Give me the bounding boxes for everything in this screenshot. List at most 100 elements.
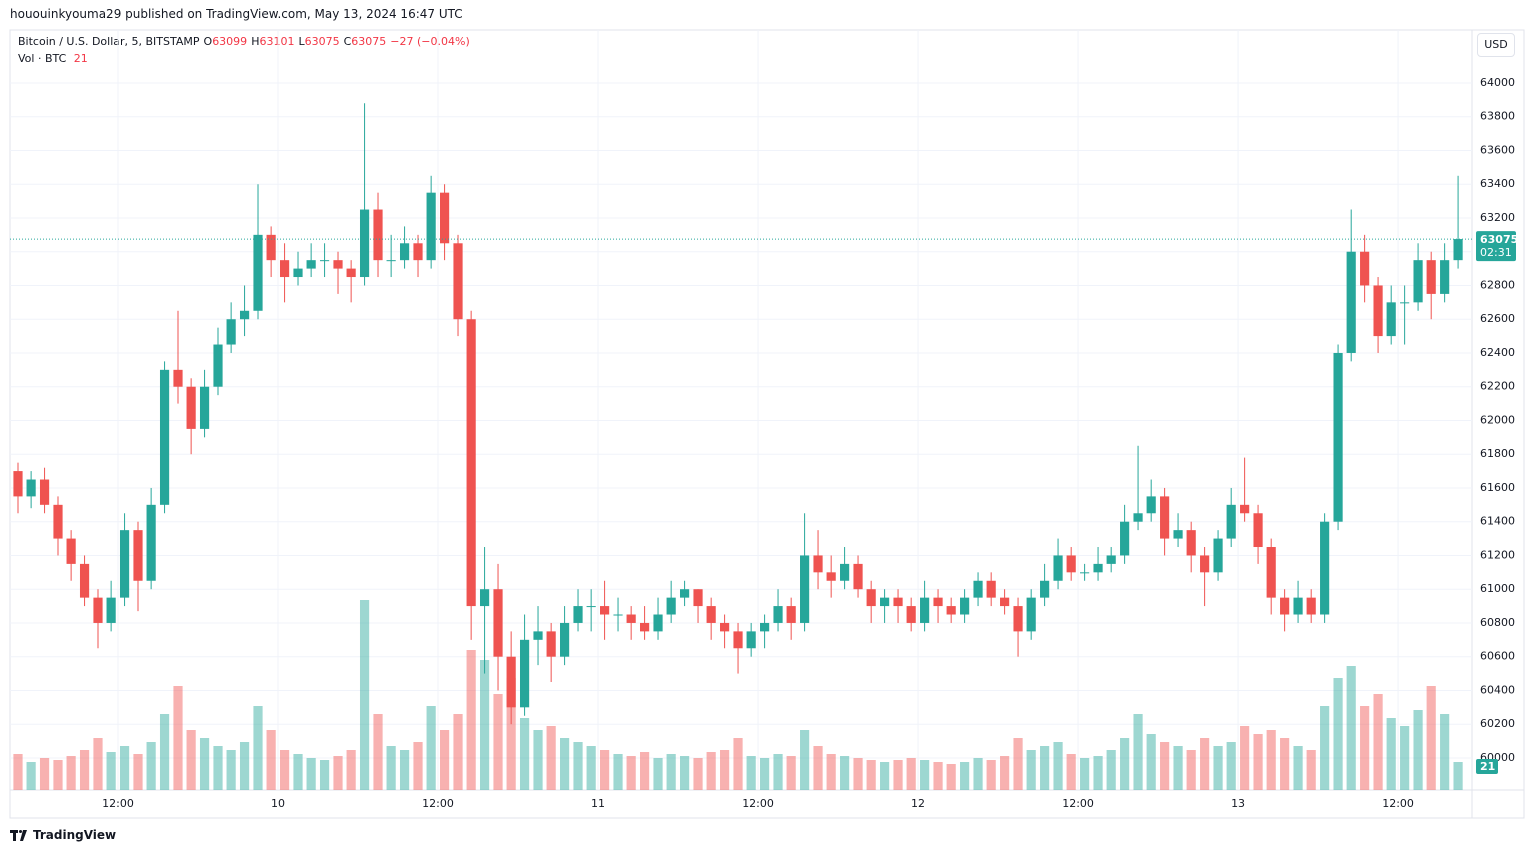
candle-body xyxy=(693,589,703,607)
y-tick-label: 63600 xyxy=(1480,143,1515,156)
x-tick-label: 11 xyxy=(591,797,605,810)
candle-body xyxy=(466,319,476,607)
candle-body xyxy=(1426,260,1436,294)
volume-bar xyxy=(813,746,823,790)
candle-body xyxy=(1346,251,1356,353)
volume-bar xyxy=(693,758,703,790)
candle-body xyxy=(586,606,596,608)
candle-body xyxy=(173,369,183,387)
volume-bar xyxy=(1160,742,1170,790)
candle-body xyxy=(1053,555,1063,581)
volume-bar xyxy=(626,756,636,790)
volume-bar xyxy=(1213,746,1223,790)
volume-bar xyxy=(253,706,263,790)
volume-bar xyxy=(1040,746,1050,790)
y-tick-label: 63400 xyxy=(1480,177,1515,190)
volume-bar xyxy=(946,764,956,790)
volume-value: 21 xyxy=(73,52,88,65)
candle-body xyxy=(1133,513,1143,522)
y-tick-label: 60400 xyxy=(1480,683,1515,696)
volume-bar xyxy=(1280,738,1290,790)
volume-bar xyxy=(1373,694,1383,790)
candle-body xyxy=(133,530,143,581)
y-tick-label: 61800 xyxy=(1480,447,1515,460)
volume-bar xyxy=(1426,686,1436,790)
volume-bar xyxy=(293,754,303,790)
volume-bar xyxy=(1253,734,1263,790)
candle-body xyxy=(946,606,956,615)
candle-body xyxy=(746,631,756,649)
volume-bar xyxy=(546,726,556,790)
logo xyxy=(10,830,27,841)
candle-body xyxy=(1320,521,1330,615)
volume-bar xyxy=(426,706,436,790)
volume-bar xyxy=(373,714,383,790)
ohlc-value: 63099 xyxy=(212,35,248,48)
candle-body xyxy=(506,656,516,708)
volume-bar xyxy=(1106,750,1116,790)
candle-body xyxy=(159,369,170,505)
volume-bar xyxy=(920,760,930,790)
candle-body xyxy=(479,589,490,607)
candle-body xyxy=(306,260,316,269)
volume-bar xyxy=(266,730,276,790)
volume-bar xyxy=(706,752,716,790)
volume-bar xyxy=(319,760,330,790)
candle-body xyxy=(786,606,796,623)
candle-body xyxy=(253,234,263,311)
volume-bar xyxy=(506,678,516,790)
volume-bar xyxy=(186,730,196,790)
ohlc-label: C xyxy=(343,35,352,48)
ohlc-label: O xyxy=(203,35,213,48)
volume-bar xyxy=(960,762,970,790)
volume-bar xyxy=(1000,756,1010,790)
y-tick-label: 62000 xyxy=(1480,413,1515,426)
volume-bar xyxy=(479,660,490,790)
volume-bar xyxy=(146,742,156,790)
volume-bar xyxy=(399,750,410,790)
candle-body xyxy=(800,555,810,623)
candle-body xyxy=(1120,521,1130,556)
candle-body xyxy=(1146,496,1156,514)
candle-body xyxy=(733,631,743,649)
candle-body xyxy=(760,622,770,632)
ohlc-label: H xyxy=(251,35,260,48)
currency-button[interactable]: USD xyxy=(1477,33,1515,57)
candle-body xyxy=(880,597,890,607)
volume-bar xyxy=(1226,742,1236,790)
ohlc-label: L xyxy=(298,35,305,48)
volume-bar xyxy=(1066,754,1076,790)
footer-brand: TradingView xyxy=(33,828,117,842)
change: −27 (−0.04%) xyxy=(390,35,470,48)
candle-body xyxy=(1240,504,1250,514)
volume-bar xyxy=(453,714,463,790)
volume-bar xyxy=(173,686,183,790)
candle-body xyxy=(720,622,730,632)
ohlc-value: 63075 xyxy=(304,35,340,48)
y-tick-label: 64000 xyxy=(1480,76,1515,89)
last-price-tag xyxy=(1476,231,1516,262)
candle-body xyxy=(373,209,383,261)
candle-body xyxy=(1280,597,1290,615)
candle-body xyxy=(813,555,823,573)
volume-bar xyxy=(1320,706,1330,790)
volume-bar xyxy=(653,758,663,790)
volume-bar xyxy=(906,758,916,790)
volume-bar xyxy=(973,758,983,790)
y-tick-label: 61000 xyxy=(1480,582,1515,595)
candle-body xyxy=(1453,239,1463,261)
volume-bar xyxy=(386,746,396,790)
volume-bar xyxy=(346,750,356,790)
candle-body xyxy=(773,606,783,623)
candle-body xyxy=(26,479,36,497)
candle-body xyxy=(573,606,583,623)
volume-bar xyxy=(613,754,623,790)
volume-bar xyxy=(746,756,756,790)
volume-bar xyxy=(199,738,210,790)
candle-body xyxy=(1400,302,1410,304)
x-tick-label: 13 xyxy=(1231,797,1245,810)
volume-bar xyxy=(1386,718,1396,790)
volume-bar xyxy=(786,756,796,790)
y-tick-label: 62200 xyxy=(1480,380,1515,393)
